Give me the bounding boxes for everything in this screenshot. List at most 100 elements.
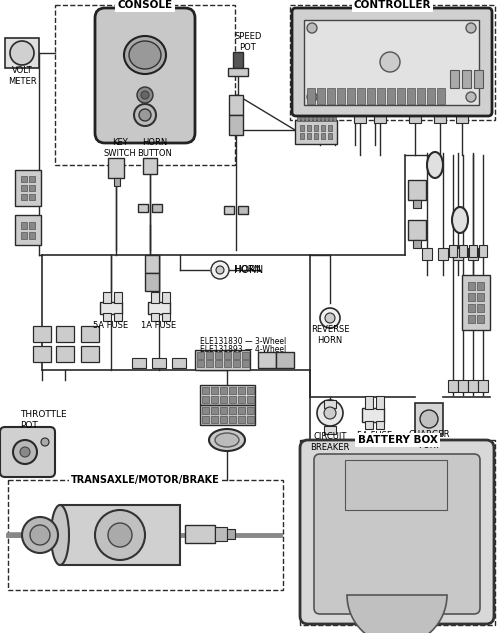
Circle shape [137, 87, 153, 103]
Bar [247, 416, 254, 423]
FancyBboxPatch shape [292, 8, 492, 116]
Bar [376, 396, 384, 409]
Bar [211, 407, 218, 414]
Text: HORN: HORN [234, 265, 261, 275]
Circle shape [141, 91, 149, 99]
Circle shape [380, 52, 400, 72]
Bar [407, 88, 415, 104]
Bar [320, 133, 326, 139]
Bar [220, 416, 227, 423]
Bar [247, 396, 254, 403]
Bar [309, 113, 312, 121]
Bar [238, 407, 245, 414]
Bar [215, 360, 222, 367]
Bar [468, 282, 474, 290]
Bar [297, 113, 300, 121]
Bar [462, 70, 471, 88]
Bar [479, 245, 487, 257]
Ellipse shape [209, 429, 245, 451]
Bar [468, 380, 478, 392]
Bar [56, 346, 74, 362]
Bar [306, 125, 312, 131]
Bar [449, 245, 457, 257]
Bar [328, 133, 332, 139]
FancyBboxPatch shape [0, 427, 55, 477]
Bar [206, 360, 213, 367]
Bar [15, 215, 41, 245]
Bar [374, 113, 386, 123]
Bar [229, 115, 243, 135]
Bar [376, 421, 384, 429]
Circle shape [317, 400, 343, 426]
Bar [55, 5, 235, 165]
Bar [5, 38, 39, 68]
Bar [224, 352, 231, 359]
Bar [478, 315, 484, 323]
Bar [229, 387, 236, 394]
Bar [314, 133, 318, 139]
Bar [337, 88, 345, 104]
Text: KEY
SWITCH: KEY SWITCH [104, 138, 136, 158]
Bar [409, 113, 421, 123]
Bar [459, 245, 467, 257]
Bar [145, 273, 159, 291]
Bar [478, 293, 484, 301]
Bar [114, 292, 122, 303]
Bar [413, 200, 421, 208]
Bar [30, 185, 36, 191]
Bar [229, 396, 236, 403]
Bar [434, 113, 446, 123]
Circle shape [20, 447, 30, 457]
Bar [437, 88, 445, 104]
Bar [148, 302, 170, 314]
Bar [438, 248, 448, 260]
Ellipse shape [452, 207, 468, 233]
Bar [408, 180, 426, 200]
FancyBboxPatch shape [300, 440, 494, 624]
Circle shape [22, 517, 58, 553]
Circle shape [10, 41, 34, 65]
Bar [202, 396, 209, 403]
Bar [468, 315, 474, 323]
Bar [247, 387, 254, 394]
Bar [33, 346, 51, 362]
Bar [276, 352, 294, 368]
Bar [314, 125, 318, 131]
Circle shape [466, 92, 476, 102]
Bar [313, 113, 316, 121]
Bar [30, 194, 36, 200]
Circle shape [324, 407, 336, 419]
Ellipse shape [51, 505, 69, 565]
Bar [362, 408, 384, 422]
Bar [200, 405, 255, 425]
Circle shape [325, 313, 335, 323]
Text: 5A FUSE: 5A FUSE [358, 430, 392, 439]
Circle shape [108, 523, 132, 547]
Bar [152, 358, 166, 368]
Circle shape [139, 109, 151, 121]
Circle shape [95, 510, 145, 560]
Bar [242, 352, 249, 359]
Text: CONSOLE: CONSOLE [118, 0, 172, 10]
Bar [185, 525, 215, 543]
Bar [20, 185, 26, 191]
Bar [422, 248, 432, 260]
Bar [478, 380, 488, 392]
Bar [450, 70, 459, 88]
Bar [108, 158, 124, 178]
Bar [468, 248, 478, 260]
Ellipse shape [129, 41, 161, 69]
Text: ELE131830 — 3-Wheel: ELE131830 — 3-Wheel [200, 337, 286, 346]
Bar [229, 407, 236, 414]
Bar [206, 352, 213, 359]
Circle shape [420, 410, 438, 428]
Bar [306, 133, 312, 139]
Text: BATTERY BOX: BATTERY BOX [358, 435, 438, 445]
Bar [100, 302, 122, 314]
Bar [238, 396, 245, 403]
Bar [220, 407, 227, 414]
Bar [229, 95, 243, 115]
Bar [468, 293, 474, 301]
Bar [320, 125, 326, 131]
Text: THROTTLE
POT: THROTTLE POT [20, 410, 66, 430]
